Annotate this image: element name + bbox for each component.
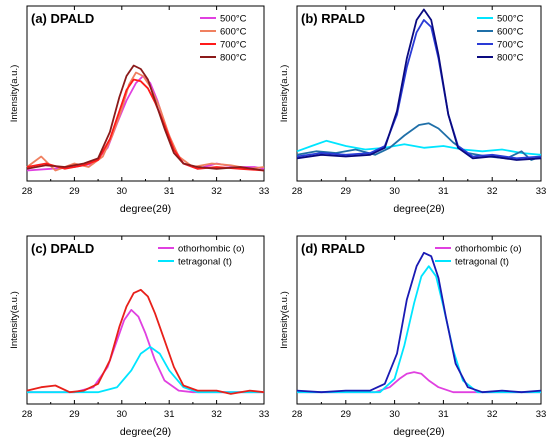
legend-label-a-0: 500°C — [220, 14, 247, 25]
x-tick-label-b-33: 33 — [536, 186, 547, 197]
x-tick-label-d-33: 33 — [536, 409, 547, 420]
x-tick-label-c-31: 31 — [164, 409, 175, 420]
series-line-b-0 — [296, 139, 542, 156]
x-tick-label-b-29: 29 — [341, 186, 352, 197]
panel-a: 28 29 30 31 32 33 (a) DPALD degree(2θ) Intensity… — [9, 5, 270, 215]
x-tick-label-b-28: 28 — [292, 186, 303, 197]
panel-b: 28 29 30 31 32 33 (b) RPALD degree(2θ) Intensity… — [279, 5, 547, 215]
x-tick-label-a-31: 31 — [164, 186, 175, 197]
series-line-b-2 — [296, 19, 542, 160]
x-tick-label-c-33: 33 — [259, 409, 270, 420]
series-line-a-1 — [26, 71, 265, 172]
legend-label-d-0: othorhombic (o) — [455, 244, 522, 255]
legend-label-b-3: 800°C — [497, 53, 524, 64]
y-axis-label-a: Intensity(a.u.) — [9, 65, 20, 123]
legend-label-c-1: tetragonal (t) — [178, 257, 232, 268]
x-tick-label-a-33: 33 — [259, 186, 270, 197]
x-tick-label-c-32: 32 — [211, 409, 222, 420]
series-line-a-0 — [26, 75, 265, 172]
y-axis-label-b: Intensity(a.u.) — [279, 65, 290, 123]
panel-title-d: (d) RPALD — [301, 241, 365, 256]
x-tick-label-a-28: 28 — [22, 186, 33, 197]
panel-d: 28 29 30 31 32 33 (d) RPALD degree(2θ) Intensity… — [279, 235, 547, 438]
legend-label-a-2: 700°C — [220, 40, 247, 51]
x-tick-label-b-30: 30 — [389, 186, 400, 197]
y-axis-label-c: Intensity(a.u.) — [9, 291, 20, 349]
legend-label-a-3: 800°C — [220, 53, 247, 64]
series-line-b-1 — [296, 122, 542, 161]
series-line-b-3 — [296, 8, 542, 161]
panel-title-c: (c) DPALD — [31, 241, 94, 256]
legend-b: 500°C 600°C 700°C 800°C — [477, 14, 524, 64]
x-axis-label-a: degree(2θ) — [120, 203, 171, 215]
x-tick-label-a-30: 30 — [117, 186, 128, 197]
legend-label-b-1: 600°C — [497, 27, 524, 38]
x-tick-label-c-28: 28 — [22, 409, 33, 420]
series-line-d-1 — [297, 265, 541, 394]
series-line-a-2 — [26, 78, 265, 172]
x-tick-label-c-29: 29 — [69, 409, 80, 420]
legend-label-c-0: othorhombic (o) — [178, 244, 245, 255]
series-line-d-2 — [296, 251, 542, 394]
series-line-c-2 — [26, 288, 265, 395]
panel-title-a: (a) DPALD — [31, 11, 94, 26]
x-tick-label-c-30: 30 — [117, 409, 128, 420]
x-tick-label-d-29: 29 — [341, 409, 352, 420]
series-line-c-1 — [27, 346, 264, 394]
x-tick-label-b-31: 31 — [438, 186, 449, 197]
legend-label-b-2: 700°C — [497, 40, 524, 51]
x-tick-label-d-31: 31 — [438, 409, 449, 420]
legend-c: othorhombic (o) tetragonal (t) — [158, 244, 245, 268]
x-tick-label-d-32: 32 — [487, 409, 498, 420]
series-line-d-0 — [297, 371, 541, 394]
legend-label-d-1: tetragonal (t) — [455, 257, 509, 268]
x-axis-label-b: degree(2θ) — [393, 203, 444, 215]
x-axis-label-d: degree(2θ) — [393, 426, 444, 438]
x-tick-label-d-30: 30 — [389, 409, 400, 420]
legend-d: othorhombic (o) tetragonal (t) — [435, 244, 522, 268]
series-line-a-3 — [26, 64, 265, 172]
x-axis-label-c: degree(2θ) — [120, 426, 171, 438]
panel-title-b: (b) RPALD — [301, 11, 365, 26]
x-tick-label-a-29: 29 — [69, 186, 80, 197]
x-tick-label-a-32: 32 — [211, 186, 222, 197]
x-tick-label-d-28: 28 — [292, 409, 303, 420]
legend-label-a-1: 600°C — [220, 27, 247, 38]
y-axis-label-d: Intensity(a.u.) — [279, 291, 290, 349]
legend-a: 500°C 600°C 700°C 800°C — [200, 14, 247, 64]
x-tick-label-b-32: 32 — [487, 186, 498, 197]
series-line-c-0 — [27, 309, 264, 394]
legend-label-b-0: 500°C — [497, 14, 524, 25]
panel-c: 28 29 30 31 32 33 (c) DPALD degree(2θ) Intensity… — [9, 235, 270, 438]
